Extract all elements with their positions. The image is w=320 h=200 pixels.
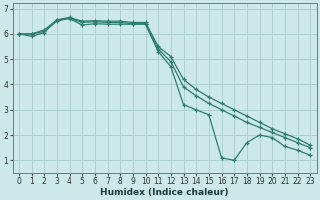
X-axis label: Humidex (Indice chaleur): Humidex (Indice chaleur) — [100, 188, 229, 197]
